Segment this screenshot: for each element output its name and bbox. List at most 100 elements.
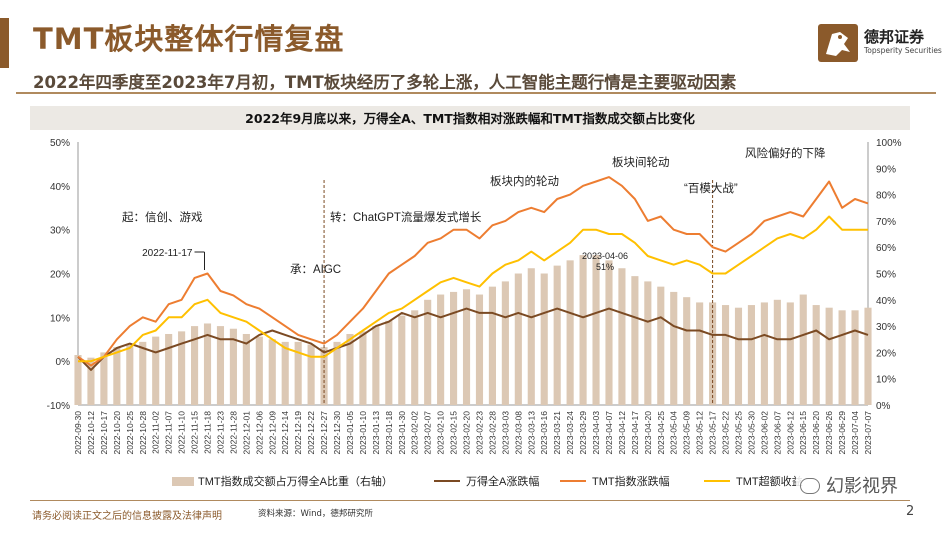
y-left-tick-label: 30%	[50, 226, 70, 237]
x-tick-label: 2023-05-30	[746, 411, 756, 455]
y-left-tick-label: 0%	[56, 357, 71, 368]
bar-turnover-share	[398, 315, 406, 405]
bar-turnover-share	[734, 307, 743, 405]
x-tick-label: 2023-05-09	[682, 411, 692, 455]
x-tick-label: 2023-04-12	[617, 411, 627, 455]
watermark-text: 幻影视界	[826, 476, 898, 497]
x-tick-label: 2022-11-15	[190, 411, 200, 454]
y-left-tick-label: -10%	[47, 401, 70, 412]
annotation-inter-rotation: 板块间轮动	[612, 155, 670, 169]
bar-turnover-share	[540, 273, 548, 405]
y-right-tick-label: 10%	[876, 375, 896, 386]
x-tick-label: 2023-04-03	[591, 411, 601, 455]
bar-turnover-share	[152, 336, 160, 405]
x-tick-label: 2023-06-02	[759, 411, 769, 455]
bar-turnover-share	[139, 341, 147, 405]
x-tick-label: 2023-03-24	[565, 411, 575, 455]
x-tick-label: 2023-03-08	[513, 411, 523, 455]
bar-turnover-share	[424, 299, 432, 405]
x-tick-label: 2023-05-25	[733, 411, 743, 455]
bar-turnover-share	[346, 333, 354, 405]
x-tick-label: 2022-10-20	[112, 411, 122, 455]
bar-turnover-share	[760, 302, 768, 405]
page-title: TMT板块整体行情复盘	[33, 22, 345, 56]
bar-turnover-share	[618, 268, 626, 405]
annotation-peak-value: 51%	[596, 262, 614, 272]
x-tick-label: 2023-03-29	[578, 411, 588, 455]
annotation-intra-rotation: 板块内的轮动	[490, 174, 559, 188]
y-left-tick-label: 50%	[50, 138, 70, 149]
line-wind-a-return	[77, 307, 869, 371]
bar-turnover-share	[437, 294, 445, 405]
x-tick-label: 2022-12-09	[267, 411, 277, 455]
bar-turnover-share	[644, 281, 652, 405]
legend-item-turnover-share-label: TMT指数成交额占万得全A比重（右轴）	[198, 474, 393, 488]
annotation-phase-zhuan: 转：ChatGPT流量爆发式增长	[330, 210, 482, 224]
x-tick-label: 2023-02-07	[423, 411, 433, 455]
footer-divider	[30, 500, 910, 501]
x-tick-label: 2023-05-22	[721, 411, 731, 455]
x-tick-label: 2023-05-12	[695, 411, 705, 455]
x-tick-label: 2023-06-26	[824, 411, 834, 455]
bar-turnover-share	[74, 355, 82, 405]
x-tick-label: 2023-01-05	[345, 411, 355, 455]
x-tick-label: 2022-10-12	[86, 411, 96, 455]
bar-turnover-share	[709, 302, 717, 405]
bar-turnover-share	[799, 294, 807, 405]
bar-turnover-share	[851, 310, 859, 405]
bar-turnover-share	[165, 333, 173, 405]
title-accent-bar	[0, 18, 9, 68]
chart-title: 2022年9月底以来，万得全A、TMT指数相对涨跌幅和TMT指数成交额占比变化	[245, 111, 695, 126]
x-tick-label: 2022-11-23	[215, 411, 225, 454]
x-tick-label: 2023-02-10	[436, 411, 446, 455]
legend-item-wind-a-label: 万得全A涨跌幅	[466, 474, 539, 488]
bar-turnover-share	[838, 310, 846, 405]
bar-turnover-share	[450, 291, 458, 405]
wechat-icon	[800, 478, 820, 494]
bar-turnover-share	[359, 331, 367, 405]
bar-turnover-share	[462, 289, 471, 405]
footer-disclaimer: 请务必阅读正文之后的信息披露及法律声明	[32, 511, 222, 522]
bar-turnover-share	[242, 333, 250, 405]
bar-turnover-share	[670, 291, 678, 405]
y-right-tick-label: 50%	[876, 270, 896, 281]
bar-turnover-share	[514, 273, 522, 405]
y-right-tick-label: 80%	[876, 191, 896, 202]
bar-turnover-share	[812, 305, 820, 405]
x-tick-label: 2023-03-13	[526, 411, 536, 455]
line-tmt-excess	[78, 215, 868, 363]
bar-turnover-share	[216, 326, 225, 405]
y-right-tick-label: 30%	[876, 322, 896, 333]
page-number: 2	[906, 504, 915, 519]
legend-item-tmt-label: TMT指数涨跌幅	[592, 474, 670, 488]
bar-turnover-share	[579, 255, 587, 405]
x-tick-label: 2022-11-10	[177, 411, 187, 454]
x-tick-label: 2023-06-20	[811, 411, 821, 455]
annotation-phase-qi: 起：信创、游戏	[122, 211, 203, 224]
logo-mark-icon	[818, 24, 858, 62]
legend-item-turnover-share-swatch	[172, 477, 194, 486]
page-subtitle: 2022年四季度至2023年7月初，TMT板块经历了多轮上涨，人工智能主题行情是…	[33, 73, 737, 92]
bar-turnover-share	[307, 344, 315, 405]
bar-turnover-share	[566, 260, 574, 405]
y-right-tick-label: 70%	[876, 217, 896, 228]
company-logo: 德邦证券 Topsperity Securities	[818, 24, 944, 64]
watermark: 幻影视界	[796, 472, 902, 498]
x-tick-label: 2023-02-28	[487, 411, 497, 455]
bar-turnover-share	[527, 268, 535, 405]
line-tmt-return	[77, 176, 869, 367]
x-tick-label: 2023-05-04	[669, 411, 679, 455]
x-tick-label: 2023-02-20	[462, 411, 472, 455]
bar-turnover-share	[696, 302, 704, 405]
x-tick-label: 2023-04-07	[604, 411, 614, 455]
bar-turnover-share	[203, 323, 212, 405]
x-tick-label: 2023-02-23	[474, 411, 484, 455]
y-left-tick-label: 40%	[50, 182, 70, 193]
bar-turnover-share	[605, 260, 613, 405]
y-right-tick-label: 0%	[876, 401, 891, 412]
x-tick-label: 2022-10-25	[125, 411, 135, 455]
bar-turnover-share	[488, 286, 496, 405]
y-left-tick-label: 20%	[50, 270, 70, 281]
x-tick-label: 2022-11-02	[151, 411, 161, 454]
